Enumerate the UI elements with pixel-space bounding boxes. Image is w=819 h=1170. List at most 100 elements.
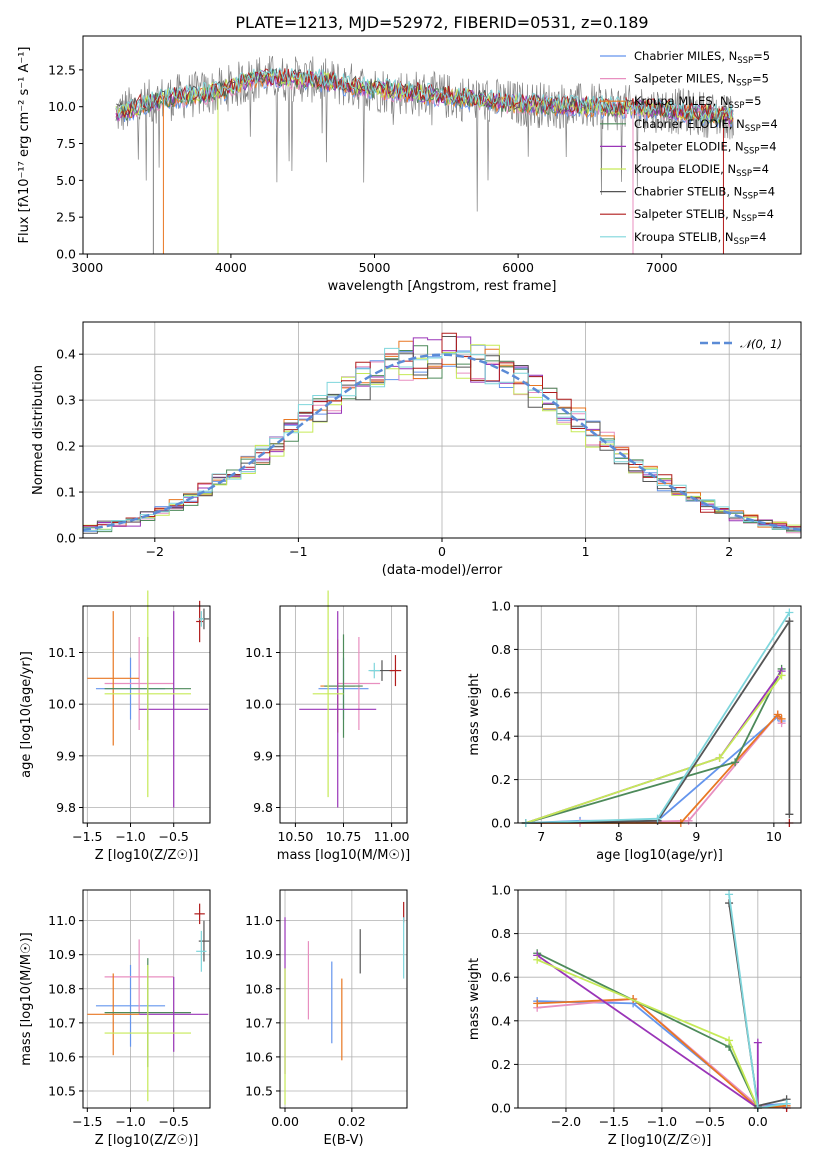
spectrum-legend-label: Kroupa STELIB, NSSP=4 [634, 230, 766, 247]
age-vs-mass-ytick-label: 10.0 [245, 697, 273, 712]
massweight-vs-age-marker [653, 814, 662, 823]
spectrum-ytick-label: 7.5 [56, 136, 76, 151]
age-vs-mass-ytick-label: 9.8 [253, 800, 273, 815]
massweight-vs-age-ylabel: mass weight [467, 673, 482, 755]
massweight-vs-z-marker [533, 999, 542, 1008]
spectrum-legend-label: Chabrier STELIB, NSSP=4 [634, 185, 775, 202]
massweight-vs-z-marker [725, 890, 734, 899]
massweight-vs-z-ytick-label: 0.8 [491, 926, 511, 941]
massweight-vs-z-marker [753, 1038, 762, 1047]
massweight-vs-age-line [525, 713, 783, 824]
age-vs-z-xtick-label: −1.0 [115, 829, 145, 844]
mass-vs-z-ytick-label: 10.9 [48, 947, 76, 962]
massweight-vs-age-xtick-label: 7 [537, 829, 545, 844]
massweight-vs-age-axes [518, 605, 801, 827]
age-vs-z-ylabel: age [log10(age/yr)] [19, 651, 34, 778]
residuals-xtick-label: 0 [438, 544, 446, 559]
mass-vs-ebv-ytick-label: 10.8 [245, 981, 273, 996]
residuals-xtick-label: 2 [725, 544, 733, 559]
massweight-vs-z-marker [782, 1099, 791, 1108]
residuals-xtick-label: −2 [146, 544, 164, 559]
mass-vs-z-axes [83, 890, 210, 1108]
massweight-vs-z-xtick-label: −2.0 [551, 1114, 581, 1129]
spectrum-ytick-label: 5.0 [56, 173, 76, 188]
age-vs-mass-xtick-label: 11.00 [374, 829, 410, 844]
spectrum-xtick-label: 5000 [359, 260, 391, 275]
massweight-vs-age-marker [777, 671, 786, 680]
age-vs-z-xtick-label: −0.5 [159, 829, 189, 844]
residuals-ytick-label: 0.4 [56, 347, 76, 362]
spectrum-legend-label: Salpeter STELIB, NSSP=4 [634, 207, 774, 224]
massweight-vs-z-frame [517, 889, 802, 1109]
mass-vs-ebv-ytick-label: 11.0 [245, 913, 273, 928]
mass-vs-ebv-ytick-label: 10.7 [245, 1015, 273, 1030]
residuals-histogram [83, 332, 801, 528]
spectrum-xlabel: wavelength [Angstrom, rest frame] [328, 279, 557, 294]
spectrum-ytick-label: 0.0 [56, 247, 76, 262]
massweight-vs-z-xtick-label: −1.5 [599, 1114, 629, 1129]
spectrum-model-line [115, 67, 734, 123]
massweight-vs-age-xlabel: age [log10(age/yr)] [596, 848, 723, 863]
massweight-vs-age-ytick-label: 0.8 [491, 642, 511, 657]
spectrum-model-line [115, 68, 734, 121]
spectrum-legend-label: Kroupa ELODIE, NSSP=4 [634, 162, 769, 179]
massweight-vs-z-ylabel: mass weight [467, 958, 482, 1040]
mass-vs-ebv-ytick-label: 10.6 [245, 1049, 273, 1064]
age-vs-z-ytick-label: 9.9 [56, 748, 76, 763]
massweight-vs-age-marker [731, 758, 740, 767]
age-vs-z-ytick-label: 10.0 [48, 697, 76, 712]
spectrum-ytick-label: 10.0 [48, 99, 76, 114]
mass-vs-z-frame [82, 889, 211, 1109]
massweight-vs-z-ytick-label: 0.4 [491, 1013, 511, 1028]
residuals-histogram [83, 347, 801, 532]
massweight-vs-age-line [525, 712, 783, 824]
mass-vs-ebv-ytick-label: 10.5 [245, 1083, 273, 1098]
residuals-xtick-label: −1 [289, 544, 307, 559]
spectrum-model-line [115, 67, 734, 123]
residuals-ylabel: Normed distribution [31, 365, 46, 495]
age-vs-mass-axes [280, 590, 407, 823]
mass-vs-ebv-xtick-label: 0.00 [271, 1114, 299, 1129]
massweight-vs-age-xtick-label: 9 [692, 829, 700, 844]
residuals-axes [82, 322, 802, 539]
spectrum-ylabel: Flux [fλ10⁻¹⁷ erg cm⁻² s⁻¹ A⁻¹] [17, 47, 32, 244]
residuals-xtick-label: 1 [582, 544, 590, 559]
mass-vs-ebv-xlabel: E(B-V) [323, 1133, 363, 1148]
spectrum-legend-label: Salpeter MILES, NSSP=5 [634, 72, 769, 89]
massweight-vs-age-line [525, 715, 783, 824]
spectrum-legend-label: Chabrier MILES, NSSP=5 [634, 49, 770, 66]
massweight-vs-age-frame [517, 605, 802, 824]
massweight-vs-z-xtick-label: −0.5 [695, 1114, 725, 1129]
mass-vs-z-ytick-label: 10.8 [48, 981, 76, 996]
age-vs-z-xlabel: Z [log10(Z/Z☉)] [95, 848, 199, 863]
massweight-vs-z-xlabel: Z [log10(Z/Z☉)] [608, 1133, 712, 1148]
spectrum-xtick-label: 7000 [646, 260, 678, 275]
mass-vs-z-ytick-label: 10.7 [48, 1015, 76, 1030]
massweight-vs-z-marker [533, 955, 542, 964]
massweight-vs-z-ytick-label: 0.0 [491, 1101, 511, 1116]
residuals-ytick-label: 0.3 [56, 393, 76, 408]
age-vs-z-axes [83, 590, 210, 823]
age-vs-mass-ytick-label: 10.1 [245, 645, 273, 660]
massweight-vs-age-marker [785, 608, 794, 617]
massweight-vs-z-line [536, 954, 759, 1110]
mass-vs-z-xlabel: Z [log10(Z/Z☉)] [95, 1133, 199, 1148]
massweight-vs-age-xtick-label: 8 [615, 829, 623, 844]
mass-vs-z-xtick-label: −1.5 [72, 1114, 102, 1129]
massweight-vs-age-ytick-label: 0.2 [491, 772, 511, 787]
spectrum-xtick-label: 4000 [215, 260, 247, 275]
massweight-vs-age-ytick-label: 0.0 [491, 816, 511, 831]
massweight-vs-age-line [525, 618, 791, 824]
spectrum-legend-label: Kroupa MILES, NSSP=5 [634, 94, 761, 111]
residuals-ytick-label: 0.0 [56, 531, 76, 546]
spectrum-legend-label: Chabrier ELODIE, NSSP=4 [634, 117, 778, 134]
residuals-ytick-label: 0.1 [56, 485, 76, 500]
massweight-vs-age-marker [785, 810, 794, 819]
normal-reference-curve [82, 353, 802, 532]
spectrum-frame [82, 35, 802, 255]
massweight-vs-z-axes [518, 889, 801, 1112]
mass-vs-ebv-xtick-label: 0.02 [338, 1114, 366, 1129]
age-vs-mass-xlabel: mass [log10(M/M☉)] [277, 848, 410, 863]
age-vs-mass-xtick-label: 10.75 [326, 829, 362, 844]
